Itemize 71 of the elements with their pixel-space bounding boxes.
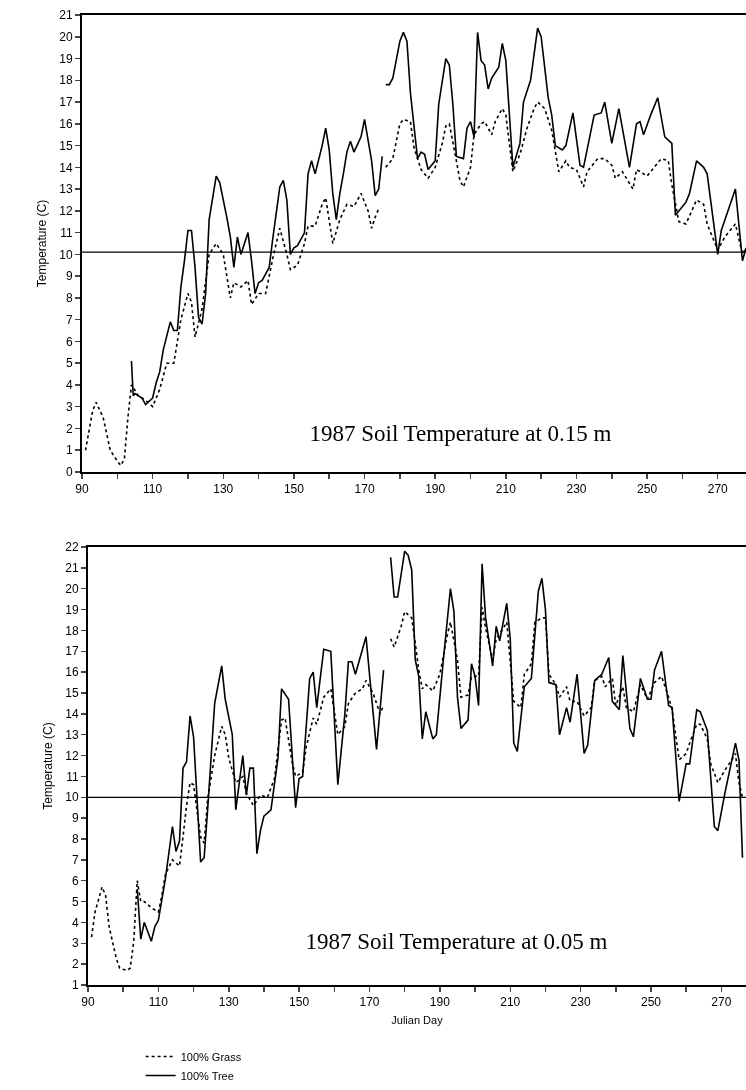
y-tick-label: 18 [65, 623, 79, 638]
y-tick-label: 8 [71, 832, 79, 847]
y-tick-label: 6 [65, 334, 73, 349]
y-tick-label: 12 [65, 748, 79, 763]
y-tick-label: 3 [71, 936, 79, 951]
x-tick-label: 150 [283, 482, 305, 497]
x-tick-label: 130 [218, 995, 240, 1010]
text: 1987 Soil Temperature at 0.15 m [309, 421, 612, 447]
y-tick-label: 2 [71, 957, 79, 972]
y-axis-title: Temperature (C) [35, 199, 50, 288]
x-tick-label: 230 [570, 995, 591, 1010]
y-tick-label: 14 [65, 707, 79, 722]
x-tick-label: 130 [213, 482, 234, 497]
y-tick-label: 1 [65, 443, 73, 458]
y-tick-label: 5 [71, 894, 79, 909]
y-tick-label: 20 [59, 29, 73, 44]
y-tick-label: 18 [59, 73, 73, 88]
y-tick-label: 13 [65, 727, 79, 742]
x-tick-label: 170 [359, 995, 380, 1010]
x-axis-title: Julian Day [391, 1014, 444, 1027]
x-tick-label: 210 [500, 995, 521, 1010]
y-tick-label: 2 [65, 421, 73, 436]
y-tick-label: 11 [60, 225, 73, 240]
x-tick-label: 210 [495, 482, 517, 497]
y-tick-label: 3 [65, 399, 73, 414]
y-tick-label: 16 [65, 665, 79, 680]
y-tick-label: 4 [71, 915, 79, 930]
x-tick-label: 250 [637, 482, 658, 497]
y-tick-label: 14 [59, 160, 73, 175]
y-tick-label: 12 [59, 204, 73, 219]
y-tick-label: 17 [59, 95, 73, 110]
y-tick-label: 6 [71, 873, 79, 888]
x-tick-label: 90 [75, 482, 89, 497]
x-tick-label: 250 [640, 995, 662, 1010]
x-tick-label: 110 [148, 995, 169, 1010]
y-tick-label: 7 [71, 853, 79, 868]
y-tick-label: 15 [59, 138, 73, 153]
x-tick-label: 90 [81, 995, 95, 1010]
y-tick-label: 19 [59, 51, 73, 66]
x-tick-label: 270 [711, 995, 732, 1010]
x-tick-label: 190 [429, 995, 451, 1010]
y-tick-label: 16 [59, 117, 73, 132]
y-tick-label: 9 [71, 811, 79, 826]
y-tick-label: 8 [65, 291, 73, 306]
y-tick-label: 15 [65, 686, 79, 701]
y-tick-label: 10 [59, 247, 73, 262]
y-tick-label: 0 [65, 465, 73, 480]
x-tick-label: 270 [707, 482, 729, 497]
y-tick-label: 5 [65, 356, 73, 371]
y-tick-label: 9 [65, 269, 73, 284]
x-tick-label: 170 [354, 482, 375, 497]
y-tick-label: 17 [65, 644, 79, 659]
x-tick-label: 110 [143, 482, 163, 497]
y-tick-label: 1 [71, 978, 79, 993]
x-tick-label: 150 [289, 995, 310, 1010]
y-tick-label: 21 [59, 8, 73, 23]
x-tick-label: 190 [425, 482, 446, 497]
y-axis-title: Temperature (C) [41, 722, 56, 810]
y-tick-label: 10 [65, 790, 79, 805]
y-tick-label: 20 [65, 581, 79, 596]
y-tick-label: 4 [65, 378, 73, 393]
y-tick-label: 21 [65, 561, 79, 576]
y-tick-label: 11 [66, 769, 79, 784]
y-tick-label: 22 [65, 540, 79, 555]
x-tick-label: 230 [566, 482, 587, 497]
y-tick-label: 7 [65, 312, 73, 327]
legend-label: 100% Grass [180, 1050, 242, 1063]
legend-label: 100% Tree [180, 1069, 234, 1082]
text: 1987 Soil Temperature at 0.05 m [305, 929, 608, 955]
y-tick-label: 13 [59, 182, 73, 197]
y-tick-label: 19 [65, 602, 79, 617]
